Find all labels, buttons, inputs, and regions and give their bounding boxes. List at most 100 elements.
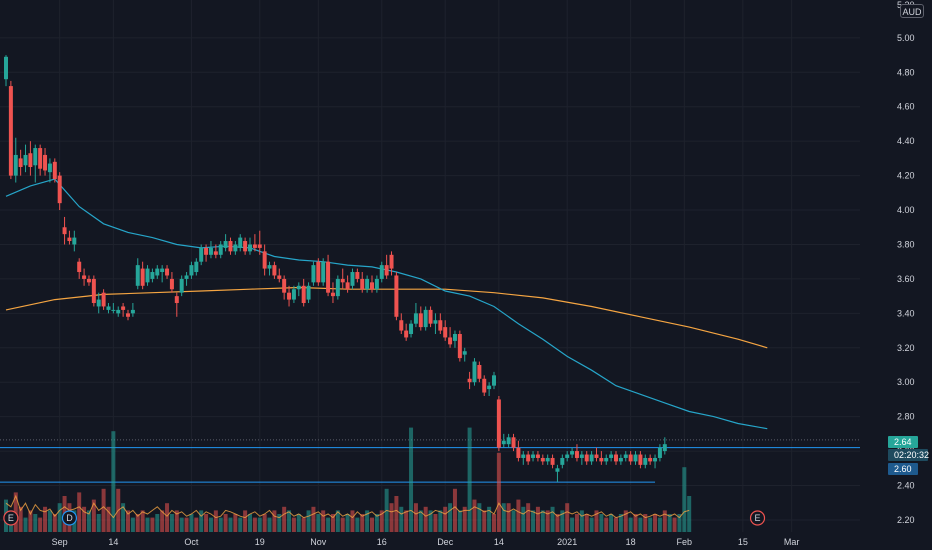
candle-body [638,454,643,465]
candle-body [394,275,399,317]
candle-body [628,454,633,462]
candle-body [233,244,238,252]
candle-body [399,320,404,331]
candle-body [457,334,462,359]
candle-body [384,265,389,276]
candle-body [345,282,350,290]
volume-bar [223,514,228,532]
candle-body [423,309,428,328]
volume-bar [350,510,355,532]
candle-body [208,247,213,255]
x-tick-label: 14 [108,537,118,547]
volume-bar [218,517,223,532]
volume-bar [535,506,540,532]
candle-body [462,351,467,355]
volume-bar [648,517,653,532]
volume-bar [506,503,511,532]
candle-body [472,361,477,383]
volume-bar [462,506,467,532]
volume-bar [662,510,667,532]
volume-bar [165,503,170,532]
countdown-label-bg [888,449,928,461]
ma-fast-line [5,178,768,430]
level-price-label: 2.60 [894,464,912,474]
candle-body [404,330,409,338]
candle-body [223,241,228,248]
volume-bar [526,503,531,532]
candle-body [653,457,658,462]
candle-body [452,334,457,341]
volume-bar [672,517,677,532]
volume-bar [531,510,536,532]
candle-body [155,268,160,276]
volume-bar [301,517,306,532]
volume-bar [57,503,62,532]
volume-bar [291,517,296,532]
candle-body [506,437,511,445]
y-tick-label: 4.80 [897,67,915,77]
candle-body [618,457,623,462]
volume-bar [345,514,350,532]
candle-body [521,454,526,458]
candle-body [657,447,662,458]
volume-bar [560,510,565,532]
volume-bar [370,517,374,532]
candle-body [360,278,365,290]
candle-body [126,313,130,317]
volume-bar [550,506,555,532]
volume-bar [33,514,38,532]
volume-bar [457,510,462,532]
volume-bar [452,488,457,532]
candle-body [535,454,540,458]
candle-body [140,268,145,286]
currency-badge[interactable]: AUD [900,4,924,18]
volume-bar [687,496,692,532]
volume-bar [540,510,545,532]
volume-bar [160,510,165,532]
candle-body [570,451,575,455]
volume-bar [516,499,521,532]
x-tick-label: 2021 [557,537,577,547]
volume-bar [111,431,116,532]
candle-body [145,268,150,283]
candle-body [150,272,155,279]
volume-bar [330,514,335,532]
candle-body [194,261,199,273]
candle-body [13,154,18,176]
volume-bar [448,503,453,532]
candle-body [228,241,233,252]
x-tick-label: 19 [255,537,265,547]
candle-body [72,237,77,245]
volume-bar [633,514,638,532]
volume-bar [638,517,643,532]
candle-body [291,289,296,300]
candle-body [121,306,126,310]
candle-body [218,244,223,255]
volume-bar [609,514,614,532]
candle-body [4,56,8,80]
volume-bar [52,514,57,532]
volume-bar [565,503,570,532]
y-tick-label: 3.20 [897,343,915,353]
volume-bar [555,514,560,532]
candle-body [438,320,443,331]
candle-body [565,454,570,458]
candle-body [428,309,433,324]
candle-body [82,275,87,279]
volume-bar [340,517,345,532]
candle-body [540,457,545,462]
volume-bar [413,503,418,532]
candle-body [28,153,33,168]
volume-bar [282,506,287,532]
y-tick-label: 4.00 [897,205,915,215]
volume-bar [643,514,648,532]
volume-bar [296,514,301,532]
candle-body [306,285,311,300]
volume-ma-line [5,494,690,519]
volume-bar [433,514,438,532]
volume-bar [38,517,43,532]
volume-bar [618,514,623,532]
volume-bar [28,510,33,532]
